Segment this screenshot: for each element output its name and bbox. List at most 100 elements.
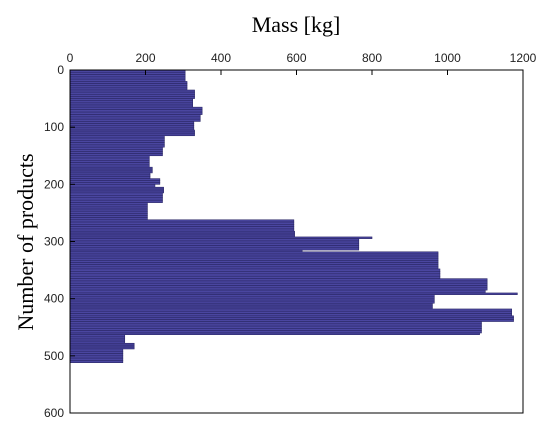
bar-8-2 [69, 140, 165, 143]
bar-0-1 [69, 71, 186, 75]
x-axis-label: Mass [kg] [252, 12, 341, 37]
bar-32-0 [69, 321, 482, 325]
bar-9-3 [69, 153, 163, 157]
bar-17-5 [69, 213, 148, 216]
bar-4-1 [69, 109, 203, 113]
bar-16-3 [69, 199, 163, 203]
bar-5-0 [69, 114, 201, 118]
bar-6-2 [69, 125, 195, 129]
bar-32-2 [69, 325, 482, 329]
bar-36-5 [69, 360, 124, 363]
bar-18-2 [69, 224, 295, 227]
bar-32-4 [69, 330, 482, 334]
y-axis-label: Number of products [13, 153, 38, 330]
bar-10-4 [69, 164, 150, 168]
bar-30-0 [69, 308, 512, 312]
bar-36-4 [69, 357, 124, 361]
bar-24-2 [69, 273, 441, 277]
bar-0-3 [69, 76, 186, 80]
y-tick-label: 100 [44, 120, 64, 134]
x-tick-label: 800 [362, 51, 382, 65]
bar-5-1 [69, 116, 201, 120]
bar-28-0 [69, 294, 435, 298]
bar-28-3 [69, 300, 435, 304]
bar-2-2 [69, 93, 195, 97]
bar-33-0 [69, 332, 480, 335]
x-tick-label: 0 [67, 51, 74, 65]
bar-8-4 [69, 144, 165, 148]
bar-5-2 [69, 118, 201, 122]
bar-23-2 [69, 255, 439, 259]
bar-17-1 [69, 204, 148, 208]
bar-9-1 [69, 149, 163, 152]
bar-14-0 [69, 184, 156, 188]
bar-36-1 [69, 350, 124, 354]
bar-34-3 [69, 340, 126, 344]
y-tick-label: 500 [44, 349, 64, 363]
bar-18-1 [69, 221, 295, 225]
bar-23-1 [69, 253, 439, 257]
bar-18-0 [69, 219, 295, 223]
bar-26-0 [69, 289, 486, 294]
bar-34-2 [69, 338, 126, 342]
x-tick-label: 200 [135, 51, 155, 65]
bar-25-2 [69, 282, 488, 286]
bar-2-0 [69, 89, 195, 93]
bar-16-0 [69, 192, 163, 196]
bars-group [69, 69, 518, 363]
bar-10-0 [69, 155, 150, 159]
y-tick-label: 200 [44, 177, 64, 191]
bar-4-2 [69, 111, 203, 115]
bar-17-7 [69, 217, 148, 221]
bar-17-4 [69, 210, 148, 214]
x-tick-label: 400 [211, 51, 231, 65]
bar-1-1 [69, 83, 188, 87]
bar-18-3 [69, 226, 295, 230]
bar-2-3 [69, 96, 195, 99]
bar-16-1 [69, 195, 163, 199]
bar-6-0 [69, 121, 195, 124]
bar-24-3 [69, 275, 441, 279]
bar-32-1 [69, 323, 482, 327]
bar-10-3 [69, 162, 150, 166]
bar-28-1 [69, 296, 435, 300]
bar-8-3 [69, 142, 165, 146]
y-tick-label: 400 [44, 292, 64, 306]
bar-3-0 [69, 98, 193, 102]
bar-32-3 [69, 328, 482, 331]
bar-3-2 [69, 102, 193, 106]
bar-24-1 [69, 271, 441, 275]
x-tick-label: 1000 [434, 51, 461, 65]
bar-25-1 [69, 280, 488, 284]
bar-9-2 [69, 151, 163, 154]
x-tick-label: 600 [286, 51, 306, 65]
bar-10-2 [69, 160, 150, 163]
bar-1-0 [69, 81, 188, 84]
bar-28-2 [69, 298, 435, 302]
bar-6-1 [69, 123, 195, 127]
bar-17-3 [69, 208, 148, 212]
bar-25-4 [69, 287, 488, 291]
bar-1-2 [69, 85, 188, 89]
bar-3-1 [69, 100, 193, 104]
bar-21-2 [69, 242, 360, 246]
bar-17-2 [69, 206, 148, 210]
bar-4-0 [69, 106, 203, 110]
bar-17-6 [69, 215, 148, 218]
y-tick-label: 0 [57, 63, 64, 77]
bar-25-3 [69, 285, 488, 289]
bar-36-2 [69, 353, 124, 357]
bar-21-0 [69, 238, 360, 242]
bar-21-3 [69, 245, 360, 249]
x-tick-label: 1200 [510, 51, 537, 65]
bar-0-4 [69, 78, 186, 82]
bar-34-1 [69, 336, 126, 340]
bar-23-4 [69, 260, 439, 263]
bar-23-3 [69, 257, 439, 261]
bar-23-5 [69, 262, 439, 265]
bar-23-6 [69, 264, 439, 268]
bar-16-2 [69, 197, 163, 201]
bar-1-3 [69, 87, 188, 91]
bar-6-3 [69, 127, 195, 131]
